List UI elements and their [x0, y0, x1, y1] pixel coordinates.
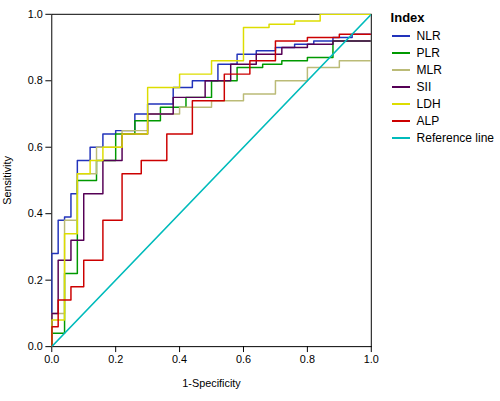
html-text:Reference line: Reference line: [416, 131, 494, 145]
html-text:LDH: LDH: [416, 97, 441, 111]
html-text:MLR: MLR: [416, 63, 442, 77]
svg-text:1-Specificity: 1-Specificity: [182, 377, 241, 389]
svg-text:0.4: 0.4: [172, 353, 187, 365]
svg-text:1.0: 1.0: [364, 353, 379, 365]
html-text:NLR: NLR: [416, 29, 441, 43]
svg-text:0.6: 0.6: [28, 141, 43, 153]
svg-text:0.2: 0.2: [28, 274, 43, 286]
svg-text:0.4: 0.4: [28, 207, 43, 219]
svg-text:0.0: 0.0: [28, 340, 43, 352]
svg-text:0.0: 0.0: [44, 353, 59, 365]
svg-text:0.8: 0.8: [28, 74, 43, 86]
html-text:ALP: ALP: [416, 114, 440, 128]
html-text:SII: SII: [416, 80, 432, 94]
svg-text:0.6: 0.6: [236, 353, 251, 365]
svg-text:0.2: 0.2: [108, 353, 123, 365]
html-text:Index: Index: [390, 10, 425, 25]
html-text:PLR: PLR: [416, 46, 440, 60]
svg-text:Sensitivity: Sensitivity: [1, 156, 13, 205]
svg-text:1.0: 1.0: [28, 8, 43, 20]
svg-text:0.8: 0.8: [300, 353, 315, 365]
